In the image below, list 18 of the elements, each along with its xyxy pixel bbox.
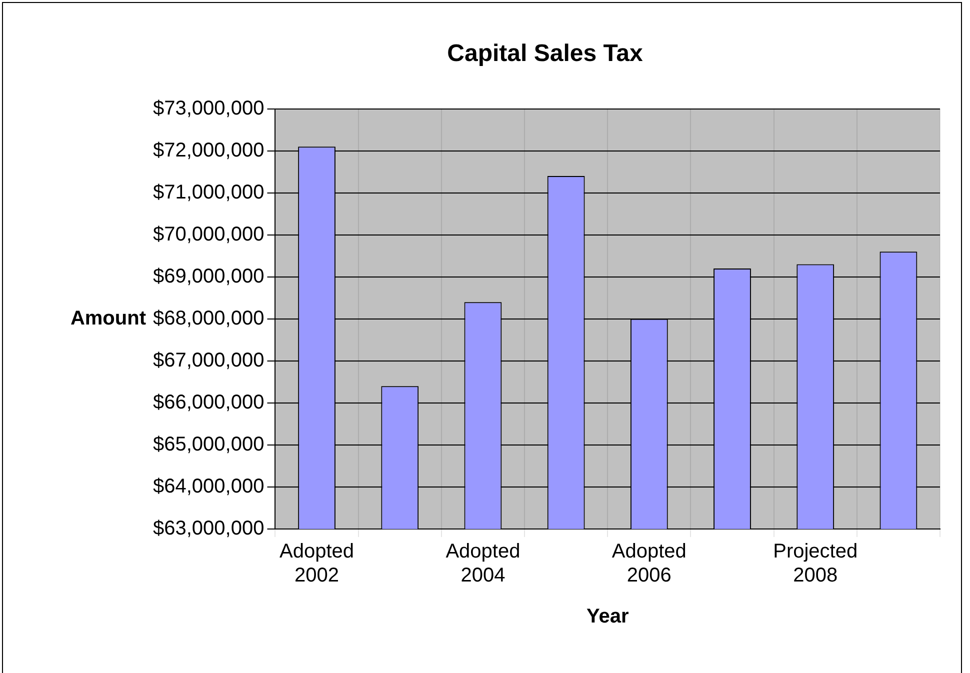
y-tick-label: $68,000,000 [152, 307, 264, 330]
x-tick-label: Projected 2008 [773, 540, 858, 587]
y-tick-label: $65,000,000 [152, 433, 264, 456]
y-tick-label: $72,000,000 [152, 139, 264, 162]
x-tick-label: Adopted 2006 [612, 540, 686, 587]
y-tick-label: $70,000,000 [152, 223, 264, 246]
y-tick-label: $73,000,000 [152, 97, 264, 120]
y-tick-label: $67,000,000 [152, 349, 264, 372]
chart-title: Capital Sales Tax [447, 40, 644, 68]
y-tick-label: $71,000,000 [152, 181, 264, 204]
x-axis-title: Year [586, 606, 629, 628]
y-tick-label: $66,000,000 [152, 391, 264, 414]
x-tick-label: Adopted 2004 [446, 540, 520, 587]
y-tick-label: $63,000,000 [152, 518, 264, 540]
y-tick-label: $69,000,000 [152, 265, 264, 288]
y-tick-label: $64,000,000 [152, 475, 264, 498]
y-axis-title: Amount [70, 307, 146, 330]
x-tick-label: Adopted 2002 [280, 540, 354, 587]
